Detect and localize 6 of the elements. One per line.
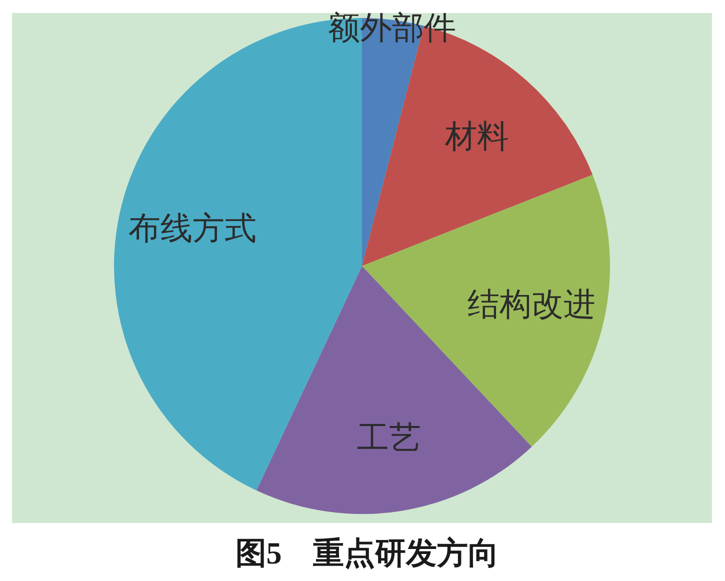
slice-label: 材料 (444, 118, 509, 154)
slice-label: 布线方式 (128, 210, 257, 246)
pie-slice (256, 266, 532, 514)
slice-label: 结构改进 (467, 286, 596, 322)
slice-label: 工艺 (357, 419, 422, 456)
text: 图5 重点研发方向 (235, 536, 499, 570)
